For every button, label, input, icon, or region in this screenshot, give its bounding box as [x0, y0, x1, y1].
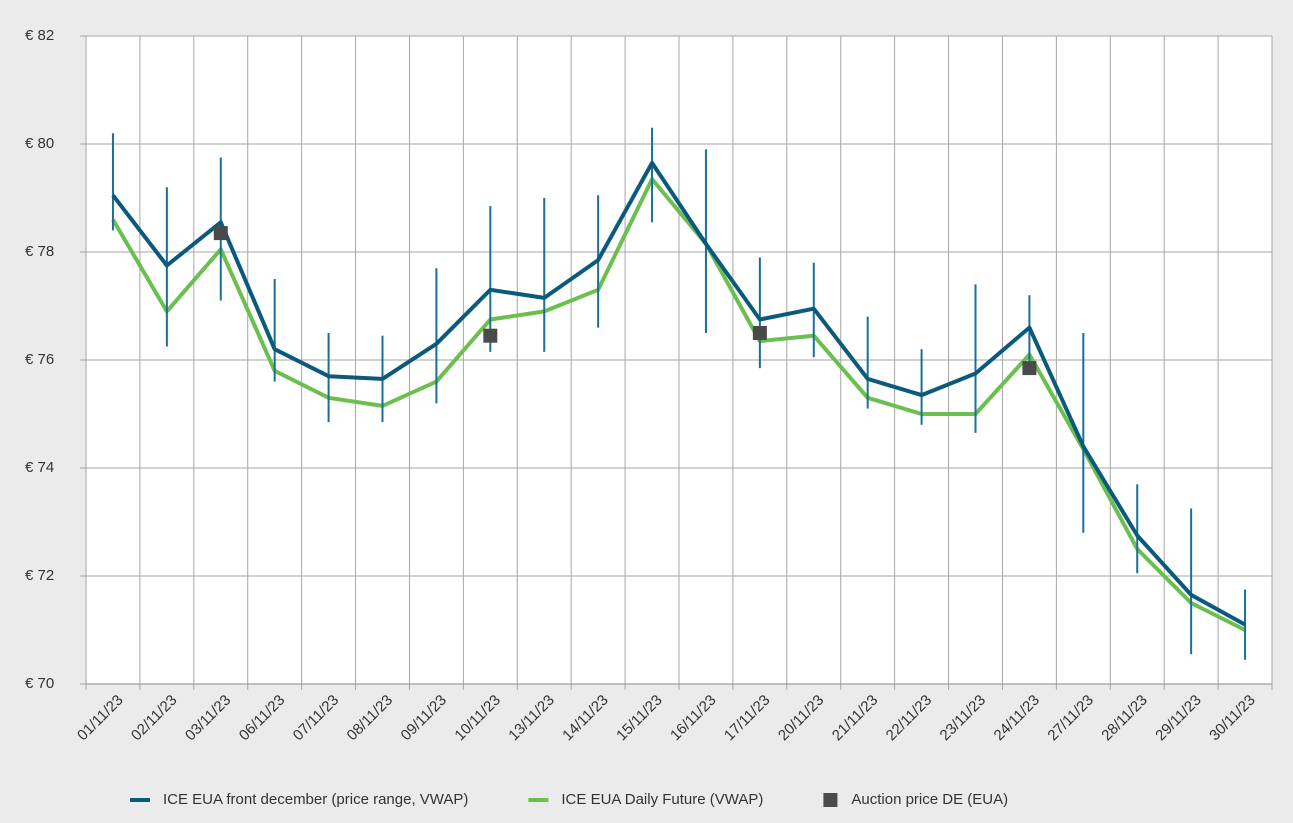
y-tick-label: € 82 [25, 27, 54, 44]
series-line [111, 177, 1246, 632]
x-tick-label: 13/11/23 [505, 692, 558, 745]
x-tick-label: 01/11/23 [74, 692, 127, 745]
y-tick-label: € 72 [25, 567, 54, 584]
x-tick-label: 14/11/23 [559, 692, 612, 745]
auction-marker [213, 226, 228, 241]
x-tick-label: 23/11/23 [937, 692, 990, 745]
y-tick-label: € 70 [25, 675, 54, 692]
x-tick-label: 28/11/23 [1098, 692, 1151, 745]
x-tick-label: 03/11/23 [182, 692, 235, 745]
y-tick-label: € 74 [25, 459, 54, 476]
auction-marker [1022, 361, 1037, 376]
x-tick-label: 24/11/23 [991, 692, 1044, 745]
x-tick-label: 02/11/23 [128, 692, 181, 745]
series-line [111, 160, 1247, 627]
y-tick-label: € 78 [25, 243, 54, 260]
x-tick-label: 08/11/23 [344, 692, 397, 745]
auction-marker [752, 326, 767, 340]
x-tick-label: 09/11/23 [398, 692, 451, 745]
auction-marker [483, 328, 498, 343]
legend-label: ICE EUA Daily Future (VWAP) [561, 791, 763, 808]
y-tick-label: € 76 [25, 351, 54, 368]
x-tick-label: 20/11/23 [775, 692, 828, 745]
legend-swatch [823, 793, 838, 807]
x-tick-label: 10/11/23 [451, 692, 504, 745]
x-tick-label: 21/11/23 [829, 692, 882, 745]
x-tick-label: 15/11/23 [613, 692, 666, 745]
legend-label: Auction price DE (EUA) [851, 791, 1008, 808]
x-tick-label: 16/11/23 [667, 692, 720, 745]
x-tick-label: 07/11/23 [290, 692, 343, 745]
x-tick-label: 27/11/23 [1044, 692, 1097, 745]
x-tick-label: 22/11/23 [883, 692, 936, 745]
y-tick-label: € 80 [25, 135, 54, 152]
x-tick-label: 06/11/23 [236, 692, 289, 745]
x-tick-label: 30/11/23 [1206, 692, 1259, 745]
legend-label: ICE EUA front december (price range, VWA… [163, 791, 468, 808]
x-tick-label: 29/11/23 [1152, 692, 1205, 745]
x-tick-label: 17/11/23 [721, 692, 774, 745]
